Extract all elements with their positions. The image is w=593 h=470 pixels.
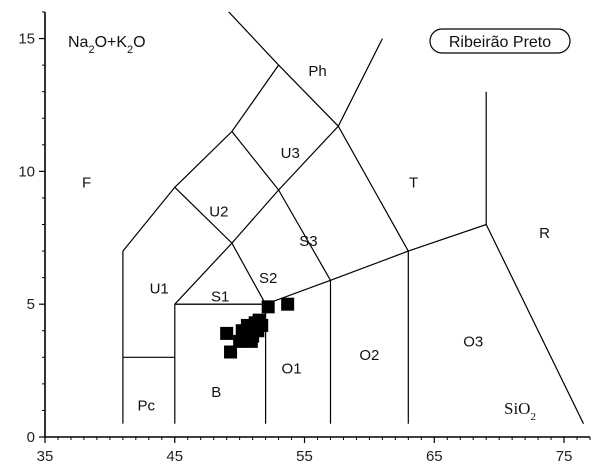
x-tick-label: 65 bbox=[426, 448, 443, 465]
y-tick-label: 0 bbox=[27, 429, 35, 446]
field-label-u3: U3 bbox=[281, 145, 300, 162]
sample-point bbox=[224, 345, 238, 359]
field-label-s2: S2 bbox=[259, 270, 277, 287]
x-tick-label: 75 bbox=[556, 448, 573, 465]
y-tick-label: 15 bbox=[18, 31, 35, 48]
sample-point bbox=[261, 300, 275, 314]
field-label-s3: S3 bbox=[299, 233, 317, 250]
axis-ticks: 35 45 55 65 75 0 5 10 15 bbox=[18, 11, 591, 465]
field-boundary-14 bbox=[278, 189, 332, 281]
field-label-f: F bbox=[82, 174, 91, 191]
y-axis-label: Na2O+K2O bbox=[68, 34, 146, 56]
sample-point bbox=[255, 318, 269, 332]
location-badge-label: Ribeirão Preto bbox=[449, 34, 551, 51]
location-badge: Ribeirão Preto bbox=[429, 28, 571, 54]
field-label-pc: Pc bbox=[137, 397, 155, 414]
field-label-b: B bbox=[211, 384, 221, 401]
x-tick-label: 45 bbox=[166, 448, 183, 465]
field-label-o2: O2 bbox=[359, 347, 379, 364]
data-points bbox=[220, 297, 295, 359]
y-tick-label: 5 bbox=[27, 296, 35, 313]
field-label-t: T bbox=[409, 174, 418, 191]
field-boundaries bbox=[122, 12, 585, 424]
field-boundary-13 bbox=[231, 131, 280, 244]
field-label-o3: O3 bbox=[463, 334, 483, 351]
x-tick-label: 35 bbox=[37, 448, 54, 465]
location-badge-frame bbox=[429, 28, 571, 54]
sample-point bbox=[220, 326, 234, 340]
field-label-ph: Ph bbox=[308, 63, 326, 80]
field-labels: F Pc B U1 S1 S2 U2 U3 Ph S3 T R O1 O2 O3 bbox=[82, 63, 550, 415]
field-boundary-9 bbox=[174, 223, 585, 424]
sample-point bbox=[281, 297, 295, 311]
field-label-o1: O1 bbox=[282, 360, 302, 377]
field-boundary-15 bbox=[278, 125, 409, 252]
x-tick-label: 55 bbox=[296, 448, 313, 465]
field-label-u2: U2 bbox=[209, 204, 228, 221]
field-boundary-10 bbox=[122, 12, 383, 358]
x-axis-label: SiO2 bbox=[504, 399, 536, 423]
field-label-s1: S1 bbox=[211, 289, 229, 306]
field-label-r: R bbox=[539, 225, 550, 242]
y-tick-label: 10 bbox=[18, 163, 35, 180]
field-label-u1: U1 bbox=[150, 281, 169, 298]
field-boundary-12 bbox=[231, 242, 267, 305]
